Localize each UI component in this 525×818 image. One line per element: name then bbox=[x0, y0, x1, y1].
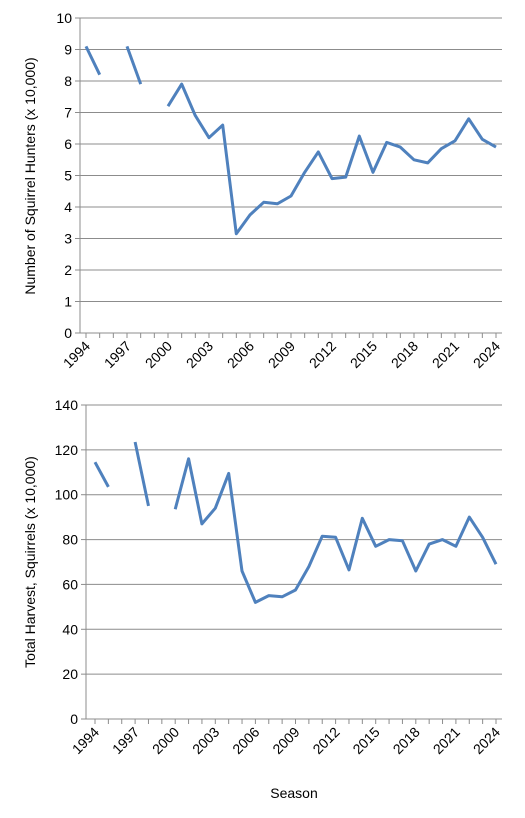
harvest-gridlines bbox=[86, 404, 502, 675]
hunters-x-tick-label: 2009 bbox=[265, 338, 298, 371]
hunters-x-tick-label: 2018 bbox=[388, 338, 421, 371]
harvest-y-tick-label: 80 bbox=[62, 532, 78, 548]
harvest-x-tick-label: 2018 bbox=[390, 724, 423, 757]
hunters-y-tick-label: 3 bbox=[64, 231, 72, 247]
hunters-x-tick-label: 2021 bbox=[429, 338, 462, 371]
hunters-y-tick-label: 9 bbox=[64, 42, 72, 58]
hunters-x-tick-label: 1994 bbox=[60, 338, 93, 371]
harvest-x-tick-label: 2006 bbox=[229, 724, 262, 757]
harvest-y-tick-label: 140 bbox=[55, 397, 79, 413]
hunters-x-tick-label: 2012 bbox=[306, 338, 339, 371]
harvest-series bbox=[93, 441, 498, 604]
hunters-series-line bbox=[84, 45, 497, 236]
hunters-y-axis: 0 1 2 3 4 5 6 7 8 9 10 bbox=[56, 10, 81, 341]
harvest-y-tick-label: 120 bbox=[55, 442, 79, 458]
harvest-x-tick-label: 1994 bbox=[69, 724, 102, 757]
hunters-y-tick-label: 2 bbox=[64, 262, 72, 278]
harvest-x-axis: 1994 1997 2000 2003 2006 2009 2012 2015 2018 2021… bbox=[69, 718, 503, 757]
hunters-x-tick-label: 2006 bbox=[224, 338, 257, 371]
hunters-y-axis-label: Number of Squirrel Hunters (x 10,000) bbox=[22, 57, 38, 294]
harvest-x-tick-label: 2000 bbox=[149, 724, 182, 757]
hunters-y-tick-label: 10 bbox=[56, 10, 72, 26]
harvest-x-tick-label: 2021 bbox=[430, 724, 463, 757]
harvest-x-tick-label: 2012 bbox=[309, 724, 342, 757]
harvest-x-tick-label: 2015 bbox=[349, 724, 382, 757]
hunters-y-tick-label: 7 bbox=[64, 105, 72, 121]
hunters-x-tick-label: 2003 bbox=[183, 338, 216, 371]
hunters-y-tick-label: 5 bbox=[64, 168, 72, 184]
harvest-y-tick-label: 40 bbox=[62, 621, 78, 637]
harvest-x-tick-label: 1997 bbox=[109, 724, 142, 757]
hunters-y-tick-label: 4 bbox=[64, 199, 72, 215]
harvest-y-tick-label: 60 bbox=[62, 576, 78, 592]
hunters-x-axis: 1994 1997 2000 2003 2006 2009 2012 2015 2018 2021… bbox=[60, 332, 503, 371]
hunters-x-tick-label: 1997 bbox=[101, 338, 134, 371]
harvest-series-line bbox=[93, 441, 498, 604]
hunters-y-tick-label: 0 bbox=[64, 325, 72, 341]
hunters-x-tick-label: 2000 bbox=[142, 338, 175, 371]
hunters-y-tick-label: 1 bbox=[64, 294, 72, 310]
hunters-y-tick-label: 6 bbox=[64, 136, 72, 152]
harvest-x-tick-label: 2024 bbox=[470, 724, 503, 757]
harvest-x-tick-label: 2003 bbox=[189, 724, 222, 757]
harvest-y-tick-label: 0 bbox=[70, 711, 78, 727]
hunters-series bbox=[84, 45, 497, 236]
hunters-x-tick-label: 2015 bbox=[347, 338, 380, 371]
hunters-x-tick-label: 2024 bbox=[470, 338, 503, 371]
harvest-y-tick-label: 20 bbox=[62, 666, 78, 682]
harvest-x-tick-label: 2009 bbox=[269, 724, 302, 757]
harvest-x-axis-label: Season bbox=[270, 785, 317, 801]
harvest-y-axis-label: Total Harvest, Squirrels (x 10,000) bbox=[22, 456, 38, 668]
hunters-gridlines bbox=[80, 17, 502, 302]
harvest-y-tick-label: 100 bbox=[55, 487, 79, 503]
hunters-y-tick-label: 8 bbox=[64, 73, 72, 89]
harvest-y-axis: 0 20 40 60 80 100 120 140 bbox=[55, 397, 87, 727]
